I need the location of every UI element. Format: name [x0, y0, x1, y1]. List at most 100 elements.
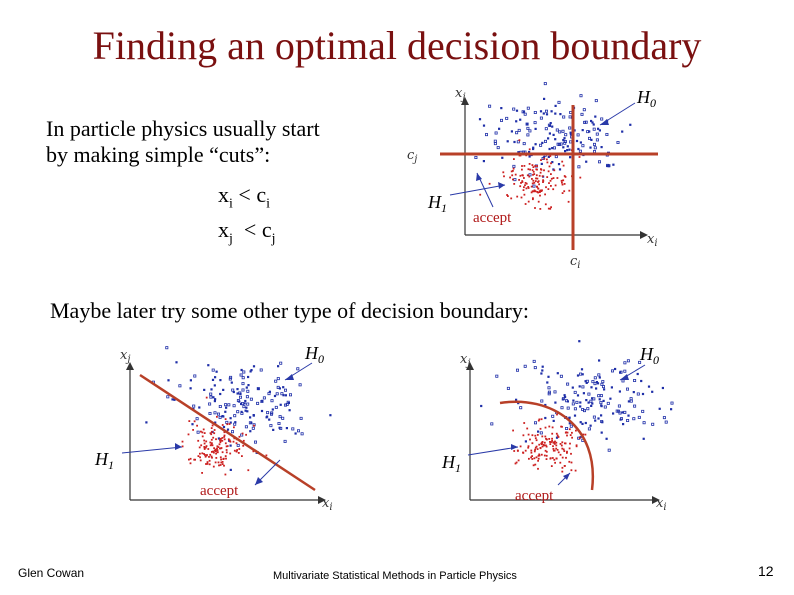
background-point: [285, 402, 289, 406]
signal-point: [575, 445, 578, 448]
background-point: [539, 116, 543, 120]
background-point: [623, 369, 627, 373]
background-point: [298, 383, 302, 387]
signal-point: [247, 469, 250, 472]
background-point: [166, 395, 170, 399]
signal-point: [242, 444, 245, 447]
background-point: [222, 415, 225, 418]
signal-point: [512, 167, 515, 170]
signal-point: [539, 171, 542, 174]
background-point: [278, 415, 282, 419]
background-point: [552, 146, 556, 150]
signal-point: [568, 428, 571, 431]
signal-point: [216, 451, 219, 454]
signal-point: [535, 177, 537, 180]
signal-point: [546, 161, 549, 164]
signal-point: [541, 175, 544, 178]
background-point: [259, 368, 263, 372]
background-point: [540, 162, 543, 165]
background-point: [512, 107, 516, 111]
background-point: [594, 419, 597, 422]
background-point: [494, 131, 498, 135]
background-point: [528, 155, 531, 158]
background-point: [238, 400, 241, 403]
signal-point: [206, 461, 209, 463]
signal-point: [539, 447, 542, 449]
background-point: [541, 365, 544, 368]
signal-point: [233, 426, 235, 429]
signal-point: [210, 427, 213, 429]
y-axis-arrow: [126, 362, 134, 370]
signal-point: [211, 444, 214, 447]
background-point: [270, 399, 274, 403]
background-point: [600, 414, 603, 417]
background-point: [606, 401, 610, 405]
signal-point: [535, 439, 538, 442]
signal-point: [556, 449, 559, 451]
background-point: [213, 384, 216, 387]
signal-point: [220, 458, 222, 461]
signal-point: [213, 447, 215, 450]
signal-point: [502, 171, 505, 174]
signal-point: [530, 185, 533, 188]
signal-point: [560, 444, 563, 447]
background-point: [633, 379, 637, 383]
background-point: [236, 443, 240, 447]
background-point: [173, 398, 176, 401]
xi-label: xi: [322, 496, 333, 513]
intro-line-1: In particle physics usually start: [46, 116, 320, 141]
signal-point: [196, 424, 198, 427]
background-point: [595, 138, 599, 142]
background-point: [585, 399, 588, 402]
background-point: [256, 387, 260, 391]
background-point: [232, 390, 235, 394]
background-point: [542, 112, 545, 115]
background-point: [581, 422, 584, 425]
background-point: [278, 426, 281, 429]
signal-point: [563, 183, 566, 185]
background-point: [526, 126, 530, 130]
signal-point: [197, 439, 200, 442]
background-point: [636, 372, 639, 376]
background-point: [548, 132, 551, 135]
background-point: [195, 417, 199, 421]
signal-point: [527, 446, 530, 449]
signal-point: [538, 183, 540, 186]
background-point: [541, 369, 544, 372]
background-point: [277, 422, 281, 426]
signal-point: [550, 177, 553, 180]
h1-label: H1: [94, 449, 114, 472]
signal-point: [224, 442, 227, 445]
background-point: [661, 386, 664, 390]
signal-point: [214, 461, 217, 464]
signal-point: [209, 432, 212, 435]
background-point: [500, 118, 504, 122]
signal-point: [531, 455, 533, 457]
background-point: [272, 428, 275, 431]
background-point: [500, 107, 503, 110]
sig-points: [479, 139, 582, 210]
background-point: [585, 160, 588, 163]
background-point: [582, 108, 586, 112]
background-point: [548, 124, 551, 127]
signal-point: [578, 437, 581, 439]
signal-point: [531, 434, 534, 437]
signal-point: [535, 456, 538, 459]
signal-point: [221, 437, 224, 439]
background-point: [593, 376, 597, 380]
signal-point: [539, 208, 542, 210]
signal-point: [509, 176, 511, 179]
signal-point: [188, 458, 190, 461]
background-point: [594, 115, 597, 118]
background-point: [595, 132, 599, 136]
background-point: [242, 370, 246, 374]
background-point: [211, 368, 215, 372]
background-point: [599, 401, 603, 405]
signal-point: [549, 441, 551, 443]
signal-point: [541, 445, 544, 448]
background-point: [629, 397, 633, 401]
signal-point: [227, 438, 230, 441]
background-point: [586, 407, 590, 411]
signal-point: [582, 433, 585, 436]
background-point: [539, 431, 543, 435]
